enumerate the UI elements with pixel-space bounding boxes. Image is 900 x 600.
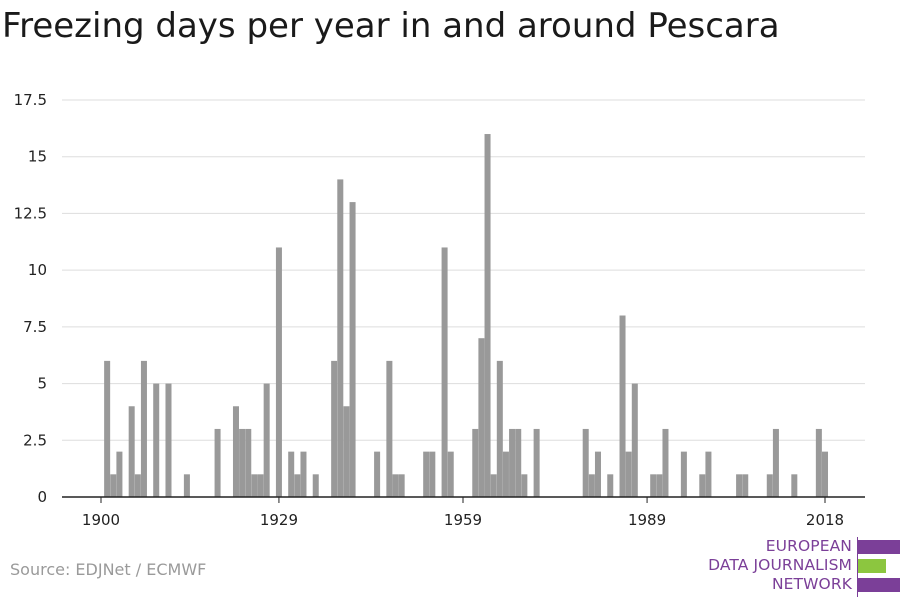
bar-1909 — [153, 383, 160, 497]
bar-1964 — [490, 474, 497, 497]
bar-1938 — [331, 360, 338, 497]
bar-1963 — [484, 134, 491, 497]
bar-1911 — [165, 383, 172, 497]
bar-1932 — [294, 474, 301, 497]
y-tick-label: 5 — [37, 375, 47, 393]
bar-1966 — [502, 451, 509, 497]
bar-1903 — [116, 451, 123, 497]
x-tick-label: 1900 — [82, 511, 120, 529]
y-tick-label: 7.5 — [23, 318, 47, 336]
logo-bar-purple-top — [858, 540, 900, 554]
chart-title: Freezing days per year in and around Pes… — [2, 6, 780, 46]
bar-1923 — [239, 428, 246, 497]
bar-2013 — [791, 474, 798, 497]
bar-1995 — [680, 451, 687, 497]
logo-line-3: NETWORK — [771, 575, 852, 593]
bar-1979 — [582, 428, 589, 497]
bar-1967 — [509, 428, 516, 497]
y-axis-labels: 0 2.5 5 7.5 10 12.5 15 17.5 — [14, 91, 47, 506]
bar-2010 — [772, 428, 779, 497]
bar-1983 — [607, 474, 614, 497]
bar-1965 — [496, 360, 503, 497]
bar-1998 — [699, 474, 706, 497]
bar-1990 — [650, 474, 657, 497]
bar-2009 — [766, 474, 773, 497]
bar-1901 — [104, 360, 111, 497]
bar-1905 — [128, 406, 135, 497]
x-axis-ticks: 1900 1929 1959 1989 2018 — [82, 497, 844, 529]
y-tick-label: 10 — [28, 261, 47, 279]
bar-1992 — [662, 428, 669, 497]
bar-2004 — [736, 474, 743, 497]
bars — [104, 134, 829, 498]
y-tick-label: 0 — [37, 488, 47, 506]
bar-1925 — [251, 474, 258, 497]
bar-1953 — [423, 451, 430, 497]
bar-1924 — [245, 428, 252, 497]
bar-1902 — [110, 474, 117, 497]
x-tick-label: 2018 — [806, 511, 844, 529]
bar-1991 — [656, 474, 663, 497]
bar-1980 — [588, 474, 595, 497]
bar-1954 — [429, 451, 436, 497]
bar-1907 — [140, 360, 147, 497]
bar-1986 — [625, 451, 632, 497]
edjnet-logo: EUROPEAN DATA JOURNALISM NETWORK — [690, 537, 900, 597]
y-tick-label: 2.5 — [23, 431, 47, 449]
bar-1971 — [533, 428, 540, 497]
gridlines — [62, 99, 865, 441]
bar-1957 — [447, 451, 454, 497]
bar-1947 — [386, 360, 393, 497]
bar-1935 — [312, 474, 319, 497]
x-tick-label: 1989 — [628, 511, 666, 529]
bar-1927 — [263, 383, 270, 497]
bar-2018 — [821, 451, 829, 497]
bar-1922 — [232, 406, 239, 497]
bar-1999 — [705, 451, 712, 497]
logo-bar-green — [858, 559, 886, 573]
x-tick-label: 1959 — [444, 511, 482, 529]
bar-1949 — [398, 474, 405, 497]
logo-separator — [857, 537, 858, 597]
bar-1931 — [288, 451, 295, 497]
bar-1985 — [619, 315, 626, 497]
bar-1906 — [134, 474, 141, 497]
bar-1956 — [441, 247, 448, 497]
y-tick-label: 17.5 — [14, 91, 47, 109]
bar-2017 — [815, 428, 822, 497]
bar-1962 — [478, 338, 485, 497]
logo-line-2: DATA JOURNALISM — [708, 556, 852, 574]
bar-1945 — [374, 451, 381, 497]
bar-1987 — [631, 383, 638, 497]
bar-1969 — [521, 474, 528, 497]
bar-1968 — [515, 428, 522, 497]
x-tick-label: 1929 — [260, 511, 298, 529]
bar-2005 — [742, 474, 749, 497]
bar-1933 — [300, 451, 307, 497]
bar-1961 — [472, 428, 479, 497]
source-note: Source: EDJNet / ECMWF — [10, 560, 207, 579]
bar-1941 — [349, 202, 356, 498]
y-tick-label: 12.5 — [14, 204, 47, 222]
bar-1929 — [275, 247, 282, 497]
bar-1939 — [337, 179, 344, 497]
bar-1940 — [343, 406, 350, 497]
bar-1981 — [594, 451, 601, 497]
logo-bar-purple-bottom — [858, 578, 900, 592]
bar-1919 — [214, 428, 221, 497]
logo-line-1: EUROPEAN — [765, 537, 852, 555]
y-tick-label: 15 — [28, 148, 47, 166]
bar-1914 — [183, 474, 190, 497]
bar-1926 — [257, 474, 264, 497]
bar-1948 — [392, 474, 399, 497]
